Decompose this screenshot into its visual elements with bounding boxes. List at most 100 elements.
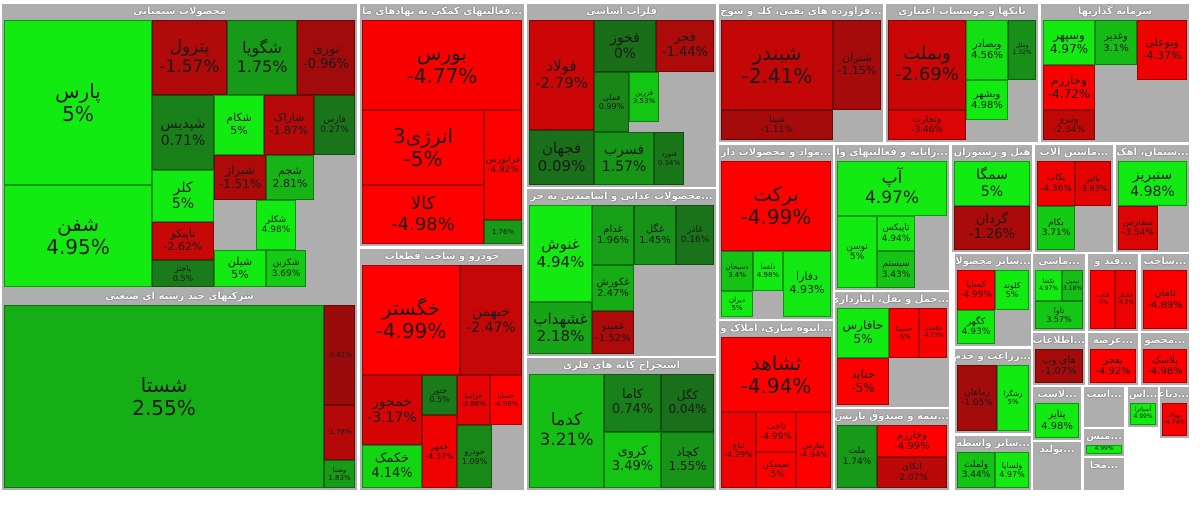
stock-tile[interactable]: فولاد -2.79% [529,20,594,130]
stock-tile[interactable]: فزرین 3.53% [629,72,659,122]
stock-tile[interactable]: شجم 2.81% [266,155,314,200]
stock-tile[interactable]: پارس 5% [4,20,152,185]
stock-tile[interactable]: 4.99% [1086,445,1122,454]
stock-tile[interactable]: کساپا -4.99% [957,270,995,310]
stock-tile[interactable]: -1.78% [324,405,355,460]
stock-tile[interactable]: خگستر -4.99% [362,265,460,375]
stock-tile[interactable]: تاپیکو -2.62% [152,222,214,260]
stock-tile[interactable]: وبشهر 4.98% [966,80,1008,120]
stock-tile[interactable]: شبندر -2.41% [721,20,833,110]
stock-tile[interactable]: شتران -1.15% [833,20,881,110]
stock-tile[interactable]: توسن 5% [837,216,877,288]
stock-tile[interactable]: شپدیس 0.71% [152,95,214,170]
stock-tile[interactable]: غکورش 2.47% [592,265,634,311]
stock-tile[interactable]: ثمسکن -5% [756,452,796,488]
stock-tile[interactable]: های وب -1.07% [1035,349,1083,383]
stock-tile[interactable]: وخارزم -4.72% [1043,65,1095,110]
stock-tile[interactable]: دلقما 4.98% [753,251,783,291]
stock-tile[interactable]: ختور 0.5% [422,375,457,415]
stock-tile[interactable]: بفجر -4.92% [1090,349,1136,383]
stock-tile[interactable]: فجر -1.44% [656,20,714,72]
stock-tile[interactable]: پترول -1.57% [152,20,227,95]
stock-tile[interactable]: غنوش 4.94% [529,205,592,302]
stock-tile[interactable]: غمینو -1.52% [592,311,634,354]
stock-tile[interactable]: کلوند 5% [995,270,1029,310]
stock-tile[interactable]: شگویا 1.75% [227,20,297,95]
stock-tile[interactable]: ولساپا 4.97% [995,452,1029,488]
stock-tile[interactable]: غگل 1.45% [634,205,676,265]
stock-tile[interactable]: دفارا 4.93% [783,251,831,317]
stock-tile[interactable]: وبملت -2.69% [888,20,966,110]
stock-tile[interactable]: خمحور -3.17% [362,375,422,445]
stock-tile[interactable]: حتاید -5% [837,358,889,405]
stock-tile[interactable]: وبوعلی -4.37% [1137,20,1187,80]
stock-tile[interactable]: غدام 1.96% [592,205,634,265]
stock-tile[interactable]: ناوا 3.57% [1035,301,1083,329]
stock-tile[interactable]: غشهداب 2.18% [529,302,592,354]
stock-tile[interactable]: وتجارت -3.46% [888,110,966,140]
stock-tile[interactable]: تپمپی 3.18% [1062,270,1083,301]
stock-tile[interactable]: سیستم 3.43% [877,251,915,288]
stock-tile[interactable]: فملی 0.99% [594,72,629,132]
stock-tile[interactable]: ثباغ -4.29% [721,412,756,488]
stock-tile[interactable]: خکمک 4.14% [362,445,422,488]
stock-tile[interactable]: کدما 3.21% [529,374,604,488]
stock-tile[interactable]: وخارزم -4.99% [877,425,947,457]
stock-tile[interactable]: شکربن 3.69% [266,250,306,287]
stock-tile[interactable]: ملت 1.74% [837,425,877,488]
stock-tile[interactable]: ثاخت -4.99% [756,412,796,452]
stock-tile[interactable]: خمهر -4.37% [422,415,457,488]
stock-tile[interactable]: شیراز -1.51% [214,155,266,200]
stock-tile[interactable]: فرابورس -4.92% [484,110,522,220]
stock-tile[interactable]: کگل 0.04% [661,374,714,432]
stock-tile[interactable]: ونیرو -2.34% [1043,110,1095,140]
stock-tile[interactable]: کلر 5% [152,170,214,222]
stock-tile[interactable]: دسبحان 3.4% [721,251,753,291]
stock-tile[interactable]: کاما 0.74% [604,374,661,432]
stock-tile[interactable]: کگهر 4.93% [957,310,995,344]
stock-tile[interactable]: 1.76% [484,220,522,244]
stock-tile[interactable]: پلاسک -4.98% [1143,349,1187,383]
stock-tile[interactable]: خساپا -4.98% [490,375,522,425]
stock-tile[interactable]: بالبر -3.83% [1075,161,1111,206]
stock-tile[interactable]: فارس 0.27% [314,95,355,155]
stock-tile[interactable]: خبهمن -2.47% [460,265,522,375]
stock-tile[interactable]: شستا 2.55% [4,305,324,488]
stock-tile[interactable]: بورس -4.77% [362,20,522,110]
stock-tile[interactable]: وبصادر 4.56% [966,20,1008,80]
stock-tile[interactable]: خزامیا -3.86% [457,375,490,425]
stock-tile[interactable]: وصنا 1.83% [324,460,355,488]
stock-tile[interactable]: پتایر 4.98% [1035,403,1079,438]
stock-tile[interactable]: تکشا 4.97% [1035,270,1062,301]
stock-tile[interactable]: وسپهر 4.97% [1043,20,1095,65]
stock-tile[interactable]: آپ 4.97% [837,161,947,216]
stock-tile[interactable]: خودرو 1.09% [457,425,492,488]
stock-tile[interactable]: برکت -4.99% [721,161,831,251]
stock-tile[interactable]: شفن 4.95% [4,185,152,287]
stock-tile[interactable]: قثابت -5% [1090,270,1115,329]
stock-tile[interactable]: انرژی3 -5% [362,110,484,185]
stock-tile[interactable]: کالا -4.98% [362,185,484,244]
stock-tile[interactable]: فسرب 1.57% [594,132,654,185]
stock-tile[interactable]: ثامان -4.89% [1143,270,1187,329]
stock-tile[interactable]: سفارس -3.54% [1118,206,1158,250]
stock-tile[interactable]: ستبریز 4.98% [1118,161,1187,206]
stock-tile[interactable]: حکشتی -4.73% [919,308,947,358]
stock-tile[interactable]: تاپیکس 4.94% [877,216,915,251]
stock-tile[interactable]: وملل 1.32% [1008,20,1036,80]
stock-tile[interactable]: فنورد 0.34% [654,132,684,185]
stock-tile[interactable]: آسیاترا 4.99% [1130,403,1156,425]
stock-tile[interactable]: کروی 3.49% [604,432,661,488]
stock-tile[interactable]: شکلر 4.98% [256,200,296,250]
stock-tile[interactable]: دیران 5% [721,291,753,317]
stock-tile[interactable]: ثفارس -4.94% [796,412,831,488]
stock-tile[interactable]: شیلن 5% [214,250,266,287]
stock-tile[interactable]: گردان -1.26% [954,206,1030,250]
stock-tile[interactable]: غاذر 0.16% [676,205,714,265]
stock-tile[interactable]: فجهان 0.09% [529,130,594,185]
stock-tile[interactable]: باختر 0.5% [152,260,214,287]
stock-tile[interactable]: شاراک -1.87% [264,95,314,155]
stock-tile[interactable]: حافارس 5% [837,308,889,358]
stock-tile[interactable]: سمگا 5% [954,161,1030,206]
stock-tile[interactable]: زشگزا 5% [997,365,1029,431]
